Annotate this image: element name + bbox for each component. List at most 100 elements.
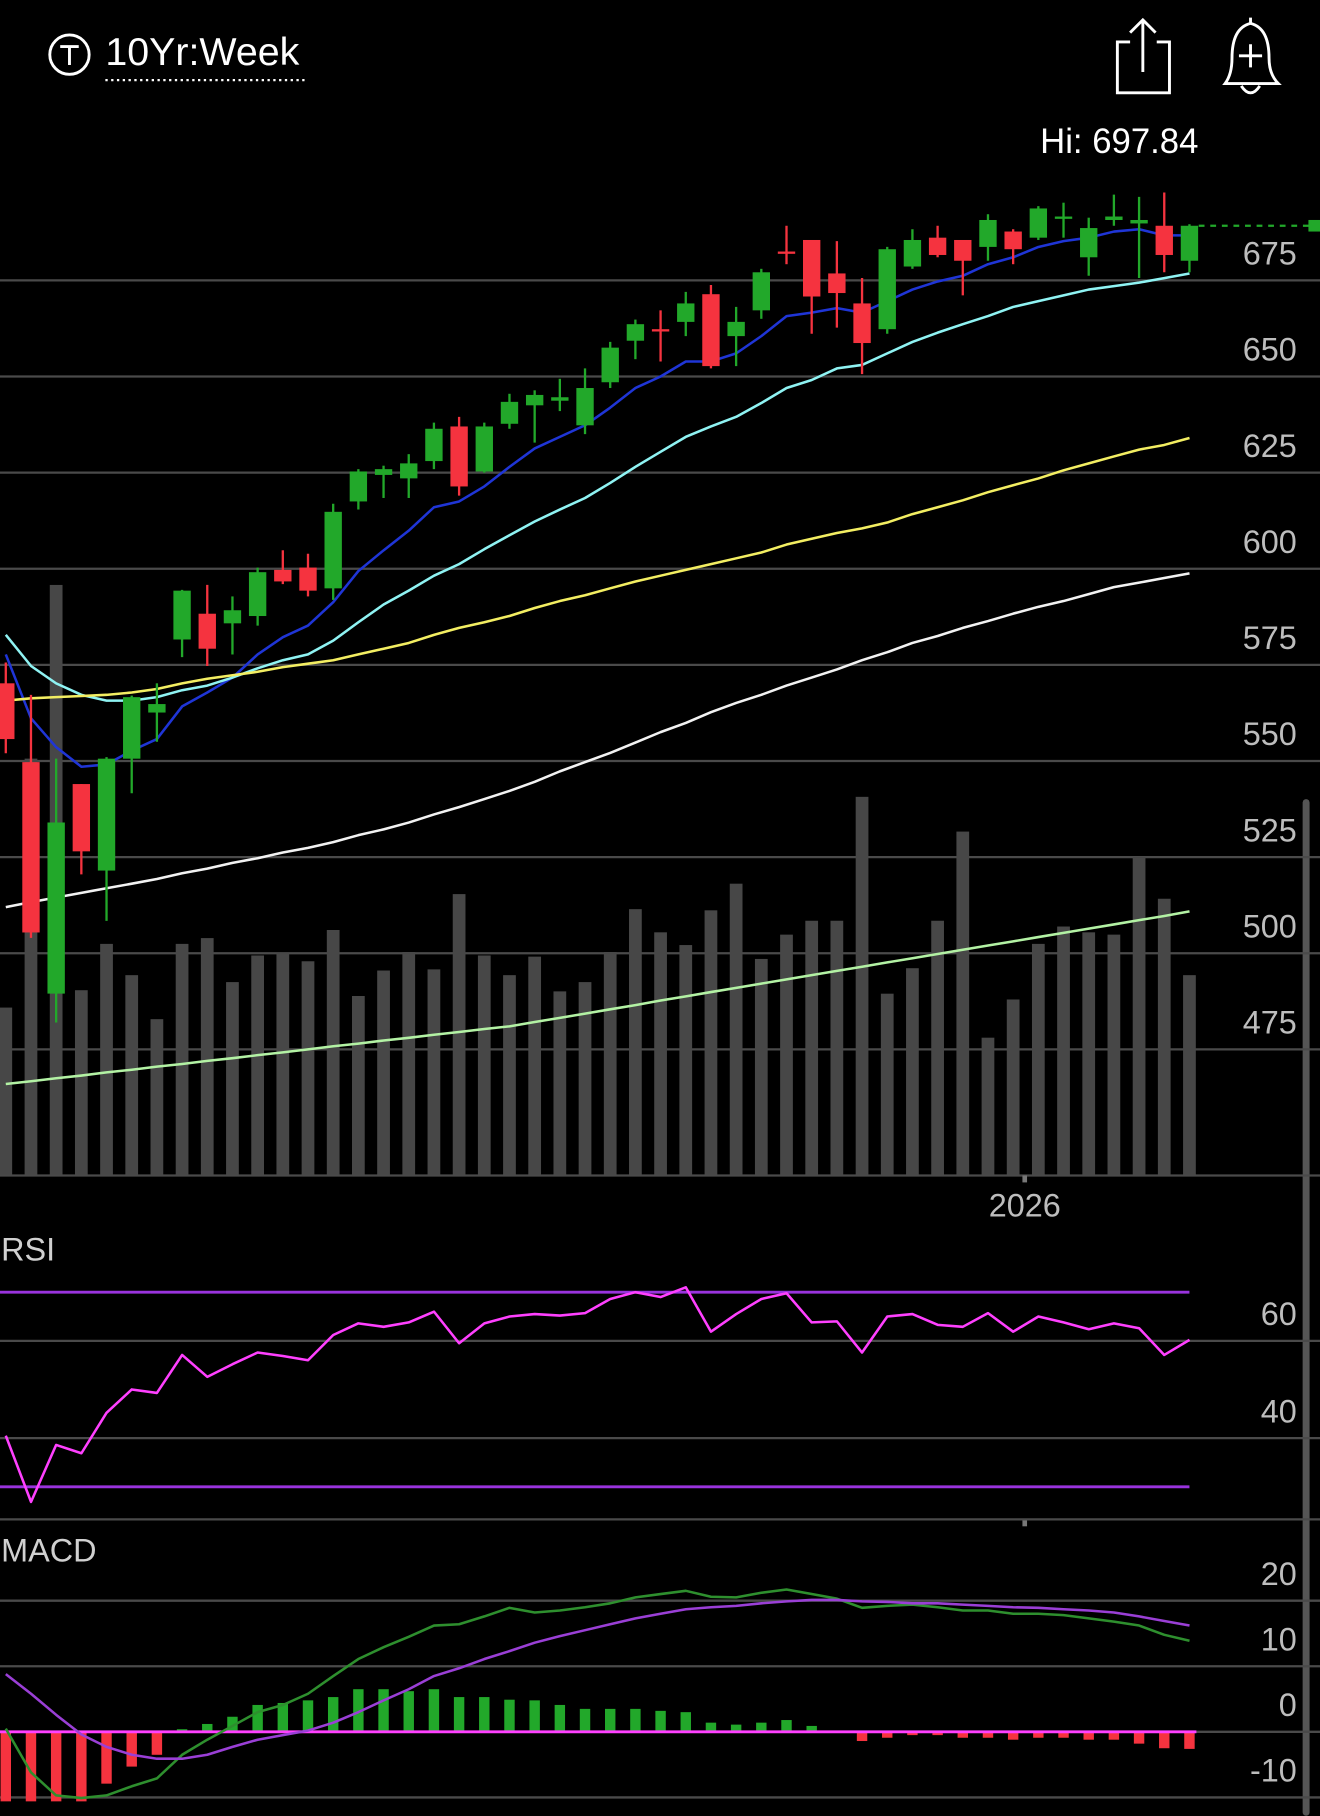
volume-bar <box>729 883 743 1176</box>
macd-histogram-bar <box>605 1708 616 1732</box>
volume-bar <box>704 910 718 1176</box>
volume-bar <box>251 955 264 1176</box>
candle-body <box>425 428 443 462</box>
x-tick-label: 2026 <box>989 1187 1061 1223</box>
candle-body <box>525 394 544 406</box>
volume-bar <box>503 975 516 1176</box>
ticker-icon[interactable] <box>48 33 91 76</box>
scrollbar[interactable] <box>1302 799 1310 1816</box>
volume-bar <box>175 943 189 1176</box>
volume-bar <box>578 982 592 1176</box>
y-tick-label: 675 <box>1243 236 1297 272</box>
macd-histogram-bar <box>1083 1731 1094 1740</box>
macd-histogram-bar <box>1184 1731 1195 1749</box>
macd-histogram-bar <box>579 1708 591 1732</box>
candle-body <box>979 219 997 247</box>
volume-bar <box>880 993 894 1176</box>
candle-body <box>274 569 292 582</box>
volume-bar <box>100 943 113 1176</box>
candle-body <box>198 613 216 649</box>
macd-histogram-bar <box>630 1708 641 1732</box>
macd-histogram-bar <box>1007 1731 1019 1740</box>
ticker-icon-circle <box>48 33 91 76</box>
macd-histogram-bar <box>479 1697 490 1732</box>
candle-body <box>97 758 116 871</box>
volume-bar <box>805 920 819 1176</box>
y-tick-label: 575 <box>1243 620 1297 656</box>
candle-body <box>148 704 166 713</box>
candle-body <box>0 683 15 740</box>
volume-bar <box>0 1007 13 1176</box>
volume-bar <box>981 1037 995 1176</box>
volume-bar <box>352 996 365 1176</box>
y-tick-label: 500 <box>1243 908 1297 944</box>
macd-histogram-bar <box>1108 1731 1120 1740</box>
candle-body <box>450 426 468 487</box>
candle-body <box>1155 225 1173 255</box>
volume-bar <box>931 920 944 1176</box>
panel-title: RSI <box>1 1231 55 1267</box>
y-tick-label: 550 <box>1243 716 1297 752</box>
candle-body <box>123 697 141 759</box>
macd-histogram-bar <box>50 1731 62 1802</box>
candle-body <box>651 329 670 332</box>
volume-bar <box>603 952 617 1176</box>
share-button[interactable] <box>1115 17 1171 95</box>
macd-histogram-bar <box>1033 1731 1044 1738</box>
macd-histogram-bar <box>856 1731 868 1742</box>
candle-body <box>551 397 569 401</box>
volume-bar <box>830 920 844 1176</box>
moving-average <box>4 272 1190 702</box>
volume-bar <box>1107 934 1121 1176</box>
macd-histogram-bar <box>151 1731 163 1755</box>
volume-bar <box>1006 999 1020 1176</box>
moving-average <box>5 572 1190 909</box>
volume-bar <box>477 955 491 1176</box>
candle-body <box>828 273 846 294</box>
y-tick-label: 475 <box>1243 1005 1297 1041</box>
macd-histogram-bar <box>932 1731 943 1736</box>
macd-line <box>5 1598 1190 1760</box>
candle-body <box>702 294 720 367</box>
volume-bar <box>1157 898 1171 1176</box>
macd-histogram-bar <box>126 1731 137 1767</box>
candle-body <box>475 426 493 472</box>
volume-bar <box>276 953 290 1176</box>
candle-body <box>1180 225 1199 261</box>
macd-histogram-bar <box>1159 1731 1170 1749</box>
bell-icon <box>1222 17 1282 95</box>
macd-histogram-bar <box>76 1731 87 1802</box>
candle-body <box>1130 219 1148 224</box>
ticker-icon-glyph <box>60 45 79 66</box>
volume-bar <box>326 930 340 1176</box>
macd-histogram-bar <box>403 1691 414 1732</box>
volume-bar <box>200 938 214 1176</box>
candle-body <box>601 347 619 383</box>
volume-bar <box>226 982 239 1176</box>
volume-bar <box>654 932 667 1176</box>
volume-bar <box>553 991 567 1176</box>
macd-histogram-bar <box>907 1731 918 1736</box>
volume-bar <box>377 970 390 1176</box>
share-icon-box <box>1115 40 1171 95</box>
candle-body <box>903 239 922 267</box>
y-tick-label: 10 <box>1261 1621 1297 1657</box>
macd-histogram-bar <box>730 1724 742 1732</box>
alert-button[interactable] <box>1222 17 1282 95</box>
chart-title[interactable]: 10Yr:Week <box>105 30 299 74</box>
high-annotation: Hi: 697.84 <box>1040 123 1198 161</box>
moving-average <box>5 436 1190 702</box>
y-tick-label: 0 <box>1279 1687 1297 1723</box>
macd-histogram-bar <box>1058 1731 1069 1738</box>
macd-histogram-bar <box>277 1702 289 1732</box>
candle-body <box>47 822 65 994</box>
moving-average <box>5 910 1190 1086</box>
volume-bar <box>452 894 466 1176</box>
volume-bar <box>528 956 542 1176</box>
macd-histogram-bar <box>227 1716 238 1732</box>
volume-bar <box>1183 975 1196 1176</box>
y-tick-label: 60 <box>1261 1296 1297 1332</box>
macd-histogram-bar <box>756 1722 767 1732</box>
candle-body <box>677 303 695 322</box>
